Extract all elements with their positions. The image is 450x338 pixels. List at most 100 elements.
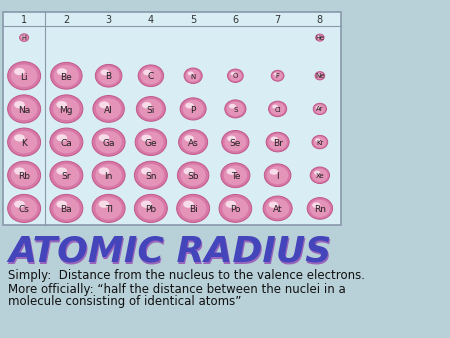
Ellipse shape xyxy=(95,131,122,153)
Ellipse shape xyxy=(188,71,194,75)
Ellipse shape xyxy=(177,194,210,222)
Ellipse shape xyxy=(50,128,83,156)
Text: Ca: Ca xyxy=(60,139,72,148)
Ellipse shape xyxy=(183,200,194,208)
Text: 5: 5 xyxy=(190,15,196,25)
Ellipse shape xyxy=(57,68,67,75)
Ellipse shape xyxy=(316,34,324,41)
Ellipse shape xyxy=(271,70,284,81)
Ellipse shape xyxy=(272,104,278,108)
Ellipse shape xyxy=(314,137,326,147)
Ellipse shape xyxy=(14,200,25,208)
Ellipse shape xyxy=(313,103,327,115)
Ellipse shape xyxy=(185,103,193,108)
Ellipse shape xyxy=(270,137,278,142)
Ellipse shape xyxy=(135,129,166,155)
Ellipse shape xyxy=(95,197,122,220)
Ellipse shape xyxy=(14,167,25,175)
Text: P: P xyxy=(190,105,196,115)
Text: Bi: Bi xyxy=(189,205,198,214)
Ellipse shape xyxy=(269,201,278,208)
Text: Rb: Rb xyxy=(18,172,30,181)
Ellipse shape xyxy=(11,131,37,153)
Ellipse shape xyxy=(180,197,206,220)
Ellipse shape xyxy=(316,106,320,109)
Ellipse shape xyxy=(101,69,109,75)
Ellipse shape xyxy=(315,72,325,80)
Ellipse shape xyxy=(316,72,324,79)
Ellipse shape xyxy=(138,65,164,87)
Ellipse shape xyxy=(135,194,167,222)
Text: I: I xyxy=(276,172,279,181)
Ellipse shape xyxy=(221,163,250,188)
Ellipse shape xyxy=(225,100,246,118)
Ellipse shape xyxy=(317,73,320,76)
Ellipse shape xyxy=(269,101,287,117)
Text: As: As xyxy=(188,139,198,148)
Ellipse shape xyxy=(99,101,109,108)
Ellipse shape xyxy=(312,202,320,208)
Ellipse shape xyxy=(229,70,242,81)
Ellipse shape xyxy=(92,194,125,222)
Ellipse shape xyxy=(50,95,83,123)
Text: Ge: Ge xyxy=(144,139,157,148)
Text: 6: 6 xyxy=(232,15,239,25)
Ellipse shape xyxy=(274,73,278,75)
Text: Cl: Cl xyxy=(274,107,281,113)
Ellipse shape xyxy=(222,130,249,154)
Ellipse shape xyxy=(317,35,320,38)
Text: Li: Li xyxy=(20,73,28,82)
Text: Sr: Sr xyxy=(62,172,71,181)
Text: 8: 8 xyxy=(317,15,323,25)
Ellipse shape xyxy=(54,65,79,87)
Ellipse shape xyxy=(219,194,252,222)
Ellipse shape xyxy=(266,132,289,152)
Ellipse shape xyxy=(224,165,247,185)
Text: Cs: Cs xyxy=(19,205,30,214)
Ellipse shape xyxy=(227,136,236,142)
Ellipse shape xyxy=(56,200,67,208)
Ellipse shape xyxy=(183,100,203,118)
Ellipse shape xyxy=(96,98,121,120)
Text: F: F xyxy=(275,73,279,79)
Ellipse shape xyxy=(141,67,161,84)
Text: In: In xyxy=(104,172,113,181)
Text: molecule consisting of identical atoms”: molecule consisting of identical atoms” xyxy=(8,295,241,308)
Ellipse shape xyxy=(95,164,122,187)
Text: Ne: Ne xyxy=(315,73,324,79)
Text: More officially: “half the distance between the nuclei in a: More officially: “half the distance betw… xyxy=(8,283,346,296)
Text: Pb: Pb xyxy=(145,205,157,214)
Ellipse shape xyxy=(11,98,37,120)
Ellipse shape xyxy=(310,200,330,217)
Ellipse shape xyxy=(8,128,40,156)
Text: Simply:  Distance from the nucleus to the valence electrons.: Simply: Distance from the nucleus to the… xyxy=(8,269,365,282)
Text: At: At xyxy=(273,205,283,214)
Ellipse shape xyxy=(14,101,25,108)
Ellipse shape xyxy=(184,168,194,175)
Ellipse shape xyxy=(50,161,83,189)
Ellipse shape xyxy=(222,197,248,220)
Ellipse shape xyxy=(99,134,109,142)
Text: S: S xyxy=(233,107,238,113)
Ellipse shape xyxy=(269,134,287,150)
Ellipse shape xyxy=(8,194,40,222)
Text: ATOMIC RADIUS: ATOMIC RADIUS xyxy=(9,237,333,270)
Text: 2: 2 xyxy=(63,15,69,25)
Ellipse shape xyxy=(263,196,292,221)
Ellipse shape xyxy=(21,34,28,41)
Text: Br: Br xyxy=(273,139,283,148)
Ellipse shape xyxy=(56,101,67,108)
Ellipse shape xyxy=(227,102,244,116)
Ellipse shape xyxy=(315,104,325,114)
Ellipse shape xyxy=(136,97,166,121)
Ellipse shape xyxy=(56,134,67,142)
Text: Si: Si xyxy=(147,106,155,115)
Ellipse shape xyxy=(141,200,152,208)
Text: Sb: Sb xyxy=(187,172,199,181)
Ellipse shape xyxy=(11,65,37,87)
Ellipse shape xyxy=(143,70,152,75)
Ellipse shape xyxy=(312,136,328,149)
Text: Tl: Tl xyxy=(104,205,112,214)
Text: He: He xyxy=(315,35,324,41)
Text: N: N xyxy=(190,74,196,79)
